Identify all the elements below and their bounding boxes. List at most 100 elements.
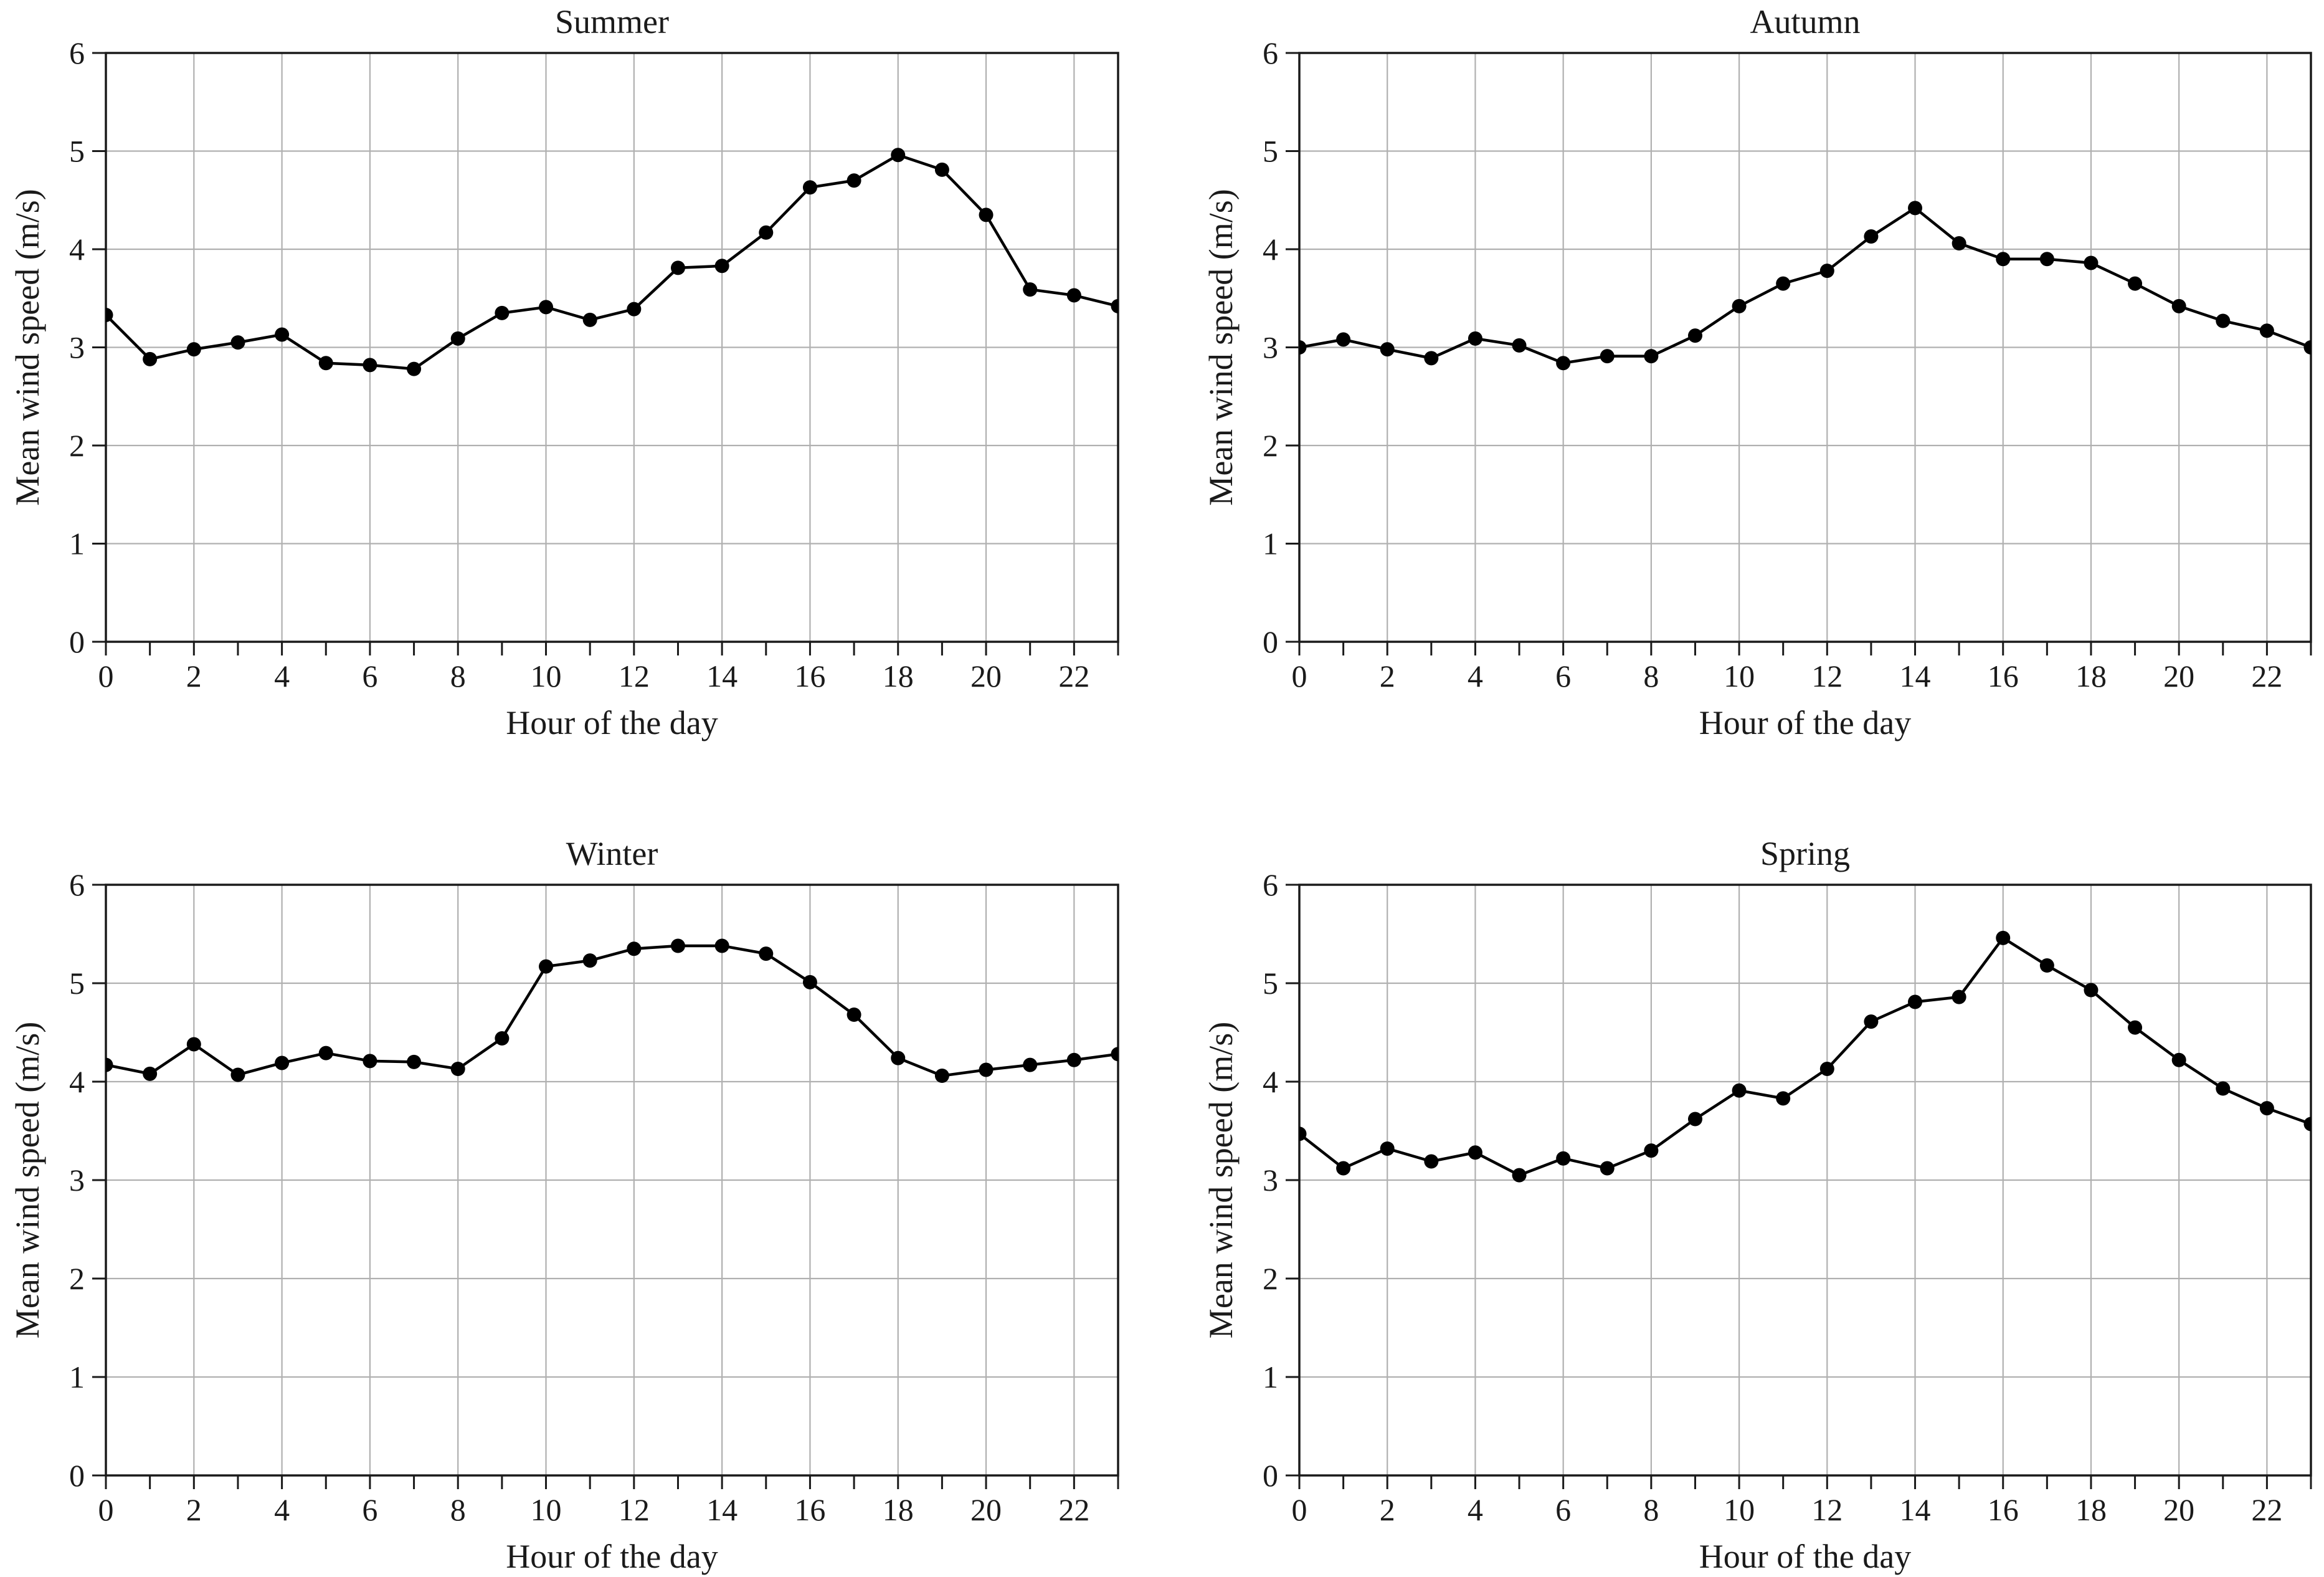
y-axis-label: Mean wind speed (m/s) bbox=[9, 189, 46, 505]
data-point bbox=[318, 1046, 333, 1060]
plot-frame bbox=[1298, 884, 2312, 1477]
svg-text:4: 4 bbox=[274, 1492, 290, 1527]
x-tick-labels: 0 2 4 6 8 10 12 14 16 18 20 22 bbox=[98, 1492, 1090, 1527]
data-point bbox=[582, 312, 597, 327]
svg-text:6: 6 bbox=[362, 1492, 377, 1527]
chart-title: Summer bbox=[555, 3, 669, 40]
svg-text:4: 4 bbox=[69, 1064, 85, 1099]
svg-text:8: 8 bbox=[450, 659, 466, 693]
data-point bbox=[759, 946, 774, 961]
chart-title: Winter bbox=[566, 835, 658, 872]
svg-text:5: 5 bbox=[69, 966, 85, 1001]
data-point bbox=[2039, 958, 2054, 973]
data-point bbox=[106, 1057, 113, 1072]
svg-text:6: 6 bbox=[362, 659, 377, 693]
svg-text:14: 14 bbox=[1900, 1492, 1931, 1527]
wind-speed-series bbox=[106, 148, 1118, 376]
svg-text:18: 18 bbox=[883, 659, 914, 693]
svg-text:20: 20 bbox=[2163, 659, 2194, 693]
svg-text:16: 16 bbox=[794, 659, 825, 693]
svg-text:4: 4 bbox=[1263, 1064, 1278, 1099]
data-point bbox=[670, 938, 685, 953]
svg-text:10: 10 bbox=[1724, 1492, 1755, 1527]
svg-text:2: 2 bbox=[1380, 1492, 1395, 1527]
x-tick-labels: 0 2 4 6 8 10 12 14 16 18 20 22 bbox=[1292, 1492, 2283, 1527]
data-point bbox=[1908, 201, 1923, 216]
chart-title: Spring bbox=[1760, 835, 1850, 872]
svg-text:18: 18 bbox=[883, 1492, 914, 1527]
x-tick-labels: 0 2 4 6 8 10 12 14 16 18 20 22 bbox=[1292, 659, 2283, 693]
data-point bbox=[582, 953, 597, 968]
svg-text:2: 2 bbox=[69, 428, 85, 463]
data-point bbox=[230, 335, 245, 350]
gridlines bbox=[106, 53, 1118, 642]
y-tick-labels: 0 1 2 3 4 5 6 bbox=[1263, 36, 1278, 659]
data-point bbox=[802, 180, 817, 195]
data-point bbox=[143, 1066, 158, 1081]
data-point bbox=[143, 351, 158, 366]
data-point bbox=[847, 1008, 861, 1022]
data-point bbox=[539, 959, 554, 974]
gridlines bbox=[1299, 53, 2311, 642]
data-point bbox=[627, 941, 642, 956]
svg-text:20: 20 bbox=[970, 659, 1002, 693]
data-point bbox=[186, 1037, 201, 1052]
data-point bbox=[1864, 1014, 1879, 1029]
data-point bbox=[934, 1069, 949, 1084]
axis-ticks bbox=[92, 884, 1119, 1489]
svg-text:5: 5 bbox=[69, 134, 85, 169]
data-point bbox=[318, 356, 333, 371]
svg-text:14: 14 bbox=[1900, 659, 1931, 693]
data-point bbox=[1299, 340, 1307, 355]
svg-text:0: 0 bbox=[1292, 659, 1307, 693]
chart-cell-autumn: 0 2 4 6 8 10 12 14 16 18 20 22 0 1 2 3 4 5 6 Hour of the da… bbox=[1162, 0, 2324, 788]
svg-text:5: 5 bbox=[1263, 134, 1278, 169]
data-point bbox=[802, 974, 817, 989]
data-point bbox=[1111, 298, 1118, 313]
x-tick-labels: 0 2 4 6 8 10 12 14 16 18 20 22 bbox=[98, 659, 1090, 693]
svg-text:6: 6 bbox=[1555, 659, 1571, 693]
svg-text:14: 14 bbox=[706, 1492, 738, 1527]
svg-text:10: 10 bbox=[531, 1492, 562, 1527]
svg-text:6: 6 bbox=[69, 36, 85, 70]
svg-text:4: 4 bbox=[69, 232, 85, 267]
svg-text:0: 0 bbox=[98, 1492, 114, 1527]
svg-text:0: 0 bbox=[69, 1458, 85, 1493]
plot-frame bbox=[105, 884, 1119, 1477]
y-tick-labels: 0 1 2 3 4 5 6 bbox=[69, 867, 85, 1493]
data-point bbox=[1023, 1057, 1038, 1072]
x-axis-label: Hour of the day bbox=[1699, 1538, 1911, 1575]
data-point bbox=[1299, 1127, 1307, 1141]
data-point bbox=[847, 173, 861, 188]
svg-text:2: 2 bbox=[186, 1492, 202, 1527]
svg-text:0: 0 bbox=[69, 624, 85, 659]
svg-text:10: 10 bbox=[531, 659, 562, 693]
axis-ticks bbox=[92, 52, 1119, 655]
data-point bbox=[1644, 1143, 1659, 1158]
data-point bbox=[1732, 298, 1747, 313]
data-point bbox=[2259, 323, 2274, 338]
data-point bbox=[1996, 930, 2011, 945]
svg-text:0: 0 bbox=[1263, 1458, 1278, 1493]
data-point bbox=[1468, 331, 1482, 346]
x-axis-label: Hour of the day bbox=[506, 1538, 718, 1575]
data-point bbox=[186, 342, 201, 357]
data-point bbox=[495, 305, 510, 320]
svg-text:22: 22 bbox=[1058, 659, 1089, 693]
data-point bbox=[1908, 994, 1923, 1009]
data-point bbox=[1424, 1154, 1439, 1169]
data-point bbox=[979, 1062, 994, 1077]
svg-text:3: 3 bbox=[1263, 1163, 1278, 1198]
data-point bbox=[891, 1051, 906, 1065]
svg-text:3: 3 bbox=[1263, 330, 1278, 365]
data-point bbox=[2259, 1101, 2274, 1116]
data-point bbox=[714, 259, 729, 274]
data-point bbox=[1380, 1141, 1395, 1156]
data-point bbox=[934, 162, 949, 177]
data-point bbox=[1687, 1112, 1702, 1127]
svg-text:2: 2 bbox=[69, 1261, 85, 1296]
data-point bbox=[1952, 236, 1966, 251]
